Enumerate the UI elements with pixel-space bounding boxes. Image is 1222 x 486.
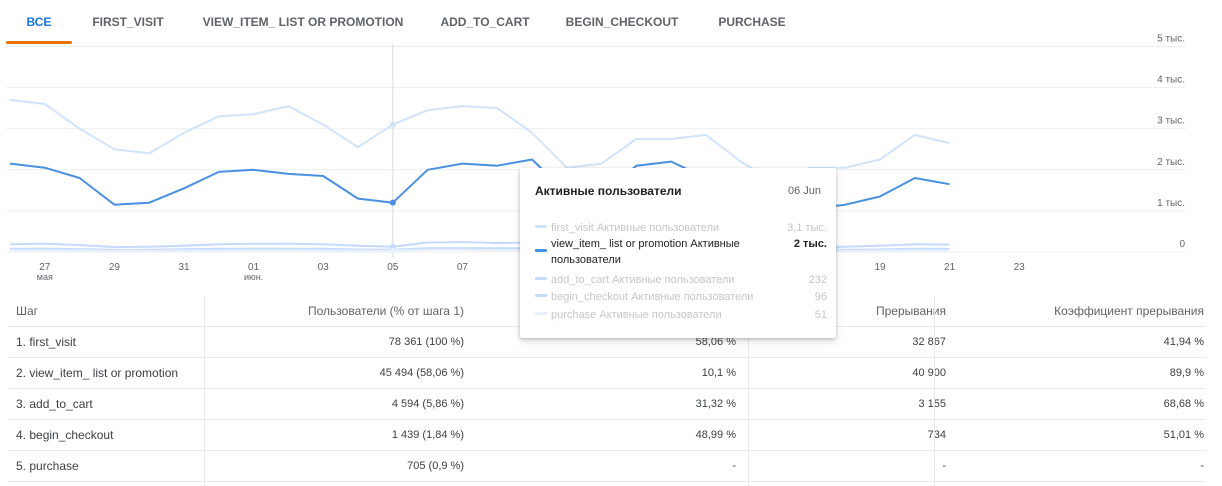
completion-rate-cell: - <box>732 460 736 472</box>
abandon-rate-cell: - <box>1200 460 1204 472</box>
users-cell: 45 494 (58,06 %) <box>379 367 464 379</box>
completion-rate-cell: 10,1 % <box>701 367 736 379</box>
hover-point <box>389 199 396 206</box>
abandon-rate-cell: 68,68 % <box>1163 398 1204 410</box>
x-tick-label: 23 <box>1014 262 1026 273</box>
hover-points <box>389 121 396 254</box>
chart-tooltip: Активные пользователи 06 Jun first_visit… <box>520 168 836 338</box>
tab-all[interactable]: ВСЕ <box>26 15 52 29</box>
tooltip-row-value: 51 <box>814 309 827 321</box>
y-tick-label: 2 тыс. <box>1157 157 1185 168</box>
tab-view-item[interactable]: VIEW_ITEM_ LIST OR PROMOTION <box>202 15 404 29</box>
y-tick-label: 1 тыс. <box>1157 198 1185 209</box>
tab-purchase[interactable]: PURCHASE <box>718 15 786 29</box>
abandon-rate-cell: 51,01 % <box>1163 429 1204 441</box>
table-row: 4. begin_checkout 1 439 (1,84 %) 48,99 % 73… <box>8 420 1206 451</box>
table-row: 1. first_visit 78 361 (100 %) 58,06 % 32 86… <box>8 327 1206 358</box>
step-cell: 1. first_visit <box>16 335 77 349</box>
step-cell: 4. begin_checkout <box>16 428 114 442</box>
tab-begin-checkout[interactable]: BEGIN_CHECKOUT <box>565 15 679 29</box>
step-tabs: ВСЕ FIRST_VISIT VIEW_ITEM_ LIST OR PROMO… <box>0 0 1222 44</box>
header-users[interactable]: Пользователи (% от шага 1) <box>308 304 464 318</box>
column-divider <box>748 296 749 486</box>
x-tick-label: 01 <box>248 262 260 273</box>
column-divider <box>204 296 205 486</box>
abandons-cell: - <box>942 460 946 472</box>
users-cell: 705 (0,9 %) <box>407 460 464 472</box>
x-tick-label: 27 <box>39 262 51 273</box>
tooltip-row-label: first_visit Активные пользователи <box>551 222 720 234</box>
series-swatch <box>535 312 547 315</box>
completion-rate-cell: 31,32 % <box>695 398 736 410</box>
tooltip-row-value: 2 тыс. <box>793 238 827 250</box>
x-tick-label: 05 <box>387 262 399 273</box>
step-cell: 5. purchase <box>16 459 79 473</box>
chart-gridlines <box>6 46 1186 253</box>
x-tick-label: 07 <box>457 262 469 273</box>
series-swatch <box>535 277 547 280</box>
active-tab-indicator <box>6 41 72 44</box>
series-swatch <box>535 249 547 252</box>
y-tick-label: 4 тыс. <box>1157 75 1185 86</box>
y-tick-label: 0 <box>1179 239 1185 250</box>
tooltip-row-value: 3,1 тыс. <box>787 222 827 234</box>
x-tick-label: 19 <box>874 262 886 273</box>
tooltip-date: 06 Jun <box>787 185 821 197</box>
tooltip-row-label: begin_checkout Активные пользователи <box>551 291 754 303</box>
y-axis-ticks: 0 1 тыс. 2 тыс. 3 тыс. 4 тыс. 5 тыс. <box>1157 34 1185 251</box>
y-tick-label: 5 тыс. <box>1157 34 1185 45</box>
table-row: 5. purchase 705 (0,9 %) - - - <box>8 451 1206 482</box>
tooltip-row-label: purchase Активные пользователи <box>551 309 722 321</box>
abandon-rate-cell: 89,9 % <box>1169 367 1204 379</box>
tooltip-title: Активные пользователи <box>535 184 682 198</box>
x-tick-label: 21 <box>944 262 956 273</box>
hover-point <box>389 121 396 128</box>
hover-point <box>389 247 396 254</box>
tooltip-row-value: 232 <box>808 274 827 286</box>
tooltip-row-label: add_to_cart Активные пользователи <box>551 274 735 286</box>
abandons-cell: 40 900 <box>912 367 946 379</box>
x-tick-sublabel: мая <box>37 272 53 282</box>
abandons-cell: 32 867 <box>912 336 946 348</box>
series-swatch <box>535 294 547 297</box>
users-cell: 1 439 (1,84 %) <box>391 429 464 441</box>
tooltip-row-value: 96 <box>814 291 827 303</box>
completion-rate-cell: 48,99 % <box>695 429 736 441</box>
x-tick-label: 03 <box>318 262 330 273</box>
header-abandon-rate[interactable]: Коэффициент прерывания <box>1054 304 1204 318</box>
completion-rate-cell: 58,06 % <box>695 336 736 348</box>
tab-first-visit[interactable]: FIRST_VISIT <box>92 15 164 29</box>
step-cell: 3. add_to_cart <box>16 397 93 411</box>
abandons-cell: 3 155 <box>918 398 946 410</box>
header-abandons[interactable]: Прерывания <box>875 304 946 318</box>
users-cell: 4 594 (5,86 %) <box>391 398 464 410</box>
table-row: 3. add_to_cart 4 594 (5,86 %) 31,32 % 3 155… <box>8 389 1206 420</box>
x-tick-label: 29 <box>109 262 121 273</box>
x-tick-sublabel: июн. <box>244 272 263 282</box>
tooltip-row-label: view_item_ list or promotion Активные по… <box>551 238 740 266</box>
abandon-rate-cell: 41,94 % <box>1163 336 1204 348</box>
column-divider <box>934 296 935 486</box>
x-tick-label: 31 <box>178 262 190 273</box>
users-cell: 78 361 (100 %) <box>388 336 464 348</box>
abandons-cell: 734 <box>927 429 946 441</box>
y-tick-label: 3 тыс. <box>1157 116 1185 127</box>
tab-add-to-cart[interactable]: ADD_TO_CART <box>440 15 530 29</box>
step-cell: 2. view_item_ list or promotion <box>16 366 179 380</box>
table-row: 2. view_item_ list or promotion 45 494 (5… <box>8 358 1206 389</box>
series-swatch <box>535 225 547 228</box>
header-step: Шаг <box>16 304 39 318</box>
